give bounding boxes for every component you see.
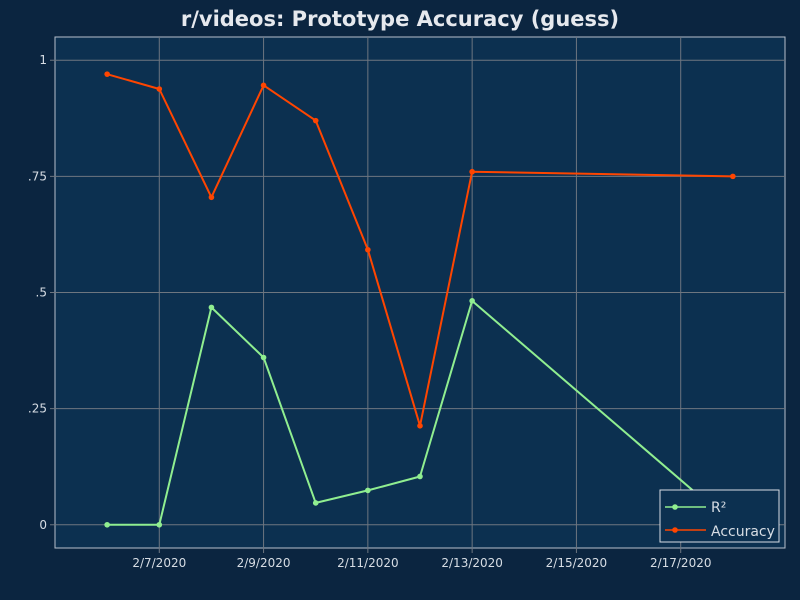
y-tick-label: 0 bbox=[39, 518, 47, 532]
y-tick-label: 1 bbox=[39, 53, 47, 67]
data-point-r2 bbox=[417, 473, 423, 480]
legend-marker-accuracy bbox=[672, 527, 678, 533]
x-tick-label: 2/11/2020 bbox=[337, 556, 399, 570]
series bbox=[104, 71, 736, 528]
legend-marker-r2 bbox=[672, 504, 678, 510]
data-point-r2 bbox=[156, 521, 163, 528]
data-point-accuracy bbox=[104, 71, 110, 77]
legend-label-r2: R² bbox=[711, 500, 726, 516]
legend-label-accuracy: Accuracy bbox=[711, 524, 775, 540]
y-tick-label: .25 bbox=[28, 402, 47, 416]
data-point-r2 bbox=[469, 298, 475, 304]
series-r2 bbox=[104, 298, 736, 528]
y-tick-label: .5 bbox=[36, 286, 47, 300]
data-point-accuracy bbox=[730, 173, 736, 180]
data-point-accuracy bbox=[260, 82, 267, 89]
x-tick-label: 2/15/2020 bbox=[546, 556, 608, 570]
legend: R² Accuracy bbox=[659, 489, 780, 543]
legend-box bbox=[659, 489, 780, 543]
x-tick-label: 2/9/2020 bbox=[237, 556, 291, 570]
x-tick-label: 2/7/2020 bbox=[132, 556, 186, 570]
data-point-r2 bbox=[260, 354, 267, 361]
series-accuracy bbox=[104, 71, 736, 429]
data-point-r2 bbox=[208, 304, 215, 311]
data-point-accuracy bbox=[469, 168, 475, 175]
chart-title: r/videos: Prototype Accuracy (guess) bbox=[181, 7, 619, 31]
data-point-r2 bbox=[312, 500, 319, 506]
grid bbox=[55, 37, 785, 548]
data-point-accuracy bbox=[156, 86, 163, 92]
data-point-accuracy bbox=[417, 423, 423, 429]
data-point-r2 bbox=[104, 521, 110, 528]
data-point-accuracy bbox=[312, 117, 319, 124]
data-point-accuracy bbox=[208, 194, 215, 201]
data-point-r2 bbox=[365, 487, 371, 494]
axes: 2/7/2020 2/9/2020 2/11/2020 2/13/2020 2/15/2… bbox=[28, 53, 712, 570]
x-tick-label: 2/17/2020 bbox=[650, 556, 712, 570]
x-tick-label: 2/13/2020 bbox=[441, 556, 503, 570]
y-tick-label: .75 bbox=[28, 169, 47, 183]
data-point-accuracy bbox=[365, 246, 371, 253]
